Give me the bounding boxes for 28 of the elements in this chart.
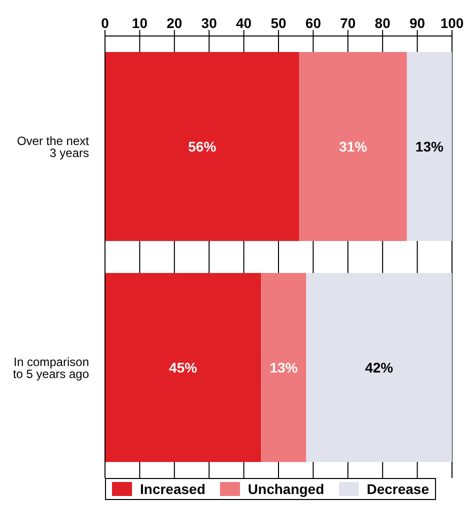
legend-label: Decrease [366, 481, 429, 497]
x-tick-label: 0 [101, 15, 110, 31]
x-tick-label: 80 [374, 15, 391, 31]
bar [261, 273, 306, 462]
data-label: 31% [339, 138, 368, 154]
bar [406, 52, 452, 241]
y-tick-label: Over the next 3 years [16, 134, 90, 160]
x-tick-label: 60 [305, 15, 322, 31]
bar [105, 273, 262, 462]
bar [105, 52, 300, 241]
x-tick-label: 20 [166, 15, 182, 31]
data-label: 56% [188, 138, 217, 154]
x-tick-label: 90 [410, 15, 426, 31]
bar [299, 52, 407, 241]
legend-label: Unchanged [246, 481, 324, 497]
data-label: 13% [270, 360, 298, 376]
x-tick-label: 40 [236, 15, 252, 31]
legend-label: Increased [139, 481, 206, 497]
x-tick-label: 10 [132, 15, 148, 31]
data-label: 45% [169, 360, 198, 376]
x-tick-label: 70 [340, 15, 356, 31]
data-label: 13% [415, 138, 444, 154]
x-tick-label: 30 [201, 15, 218, 31]
y-tick-label: In comparison to 5 years ago [12, 354, 90, 381]
data-label: 42% [365, 360, 394, 376]
bar [306, 273, 452, 462]
x-tick-label: 100 [440, 15, 464, 31]
x-tick-label: 50 [270, 15, 286, 31]
